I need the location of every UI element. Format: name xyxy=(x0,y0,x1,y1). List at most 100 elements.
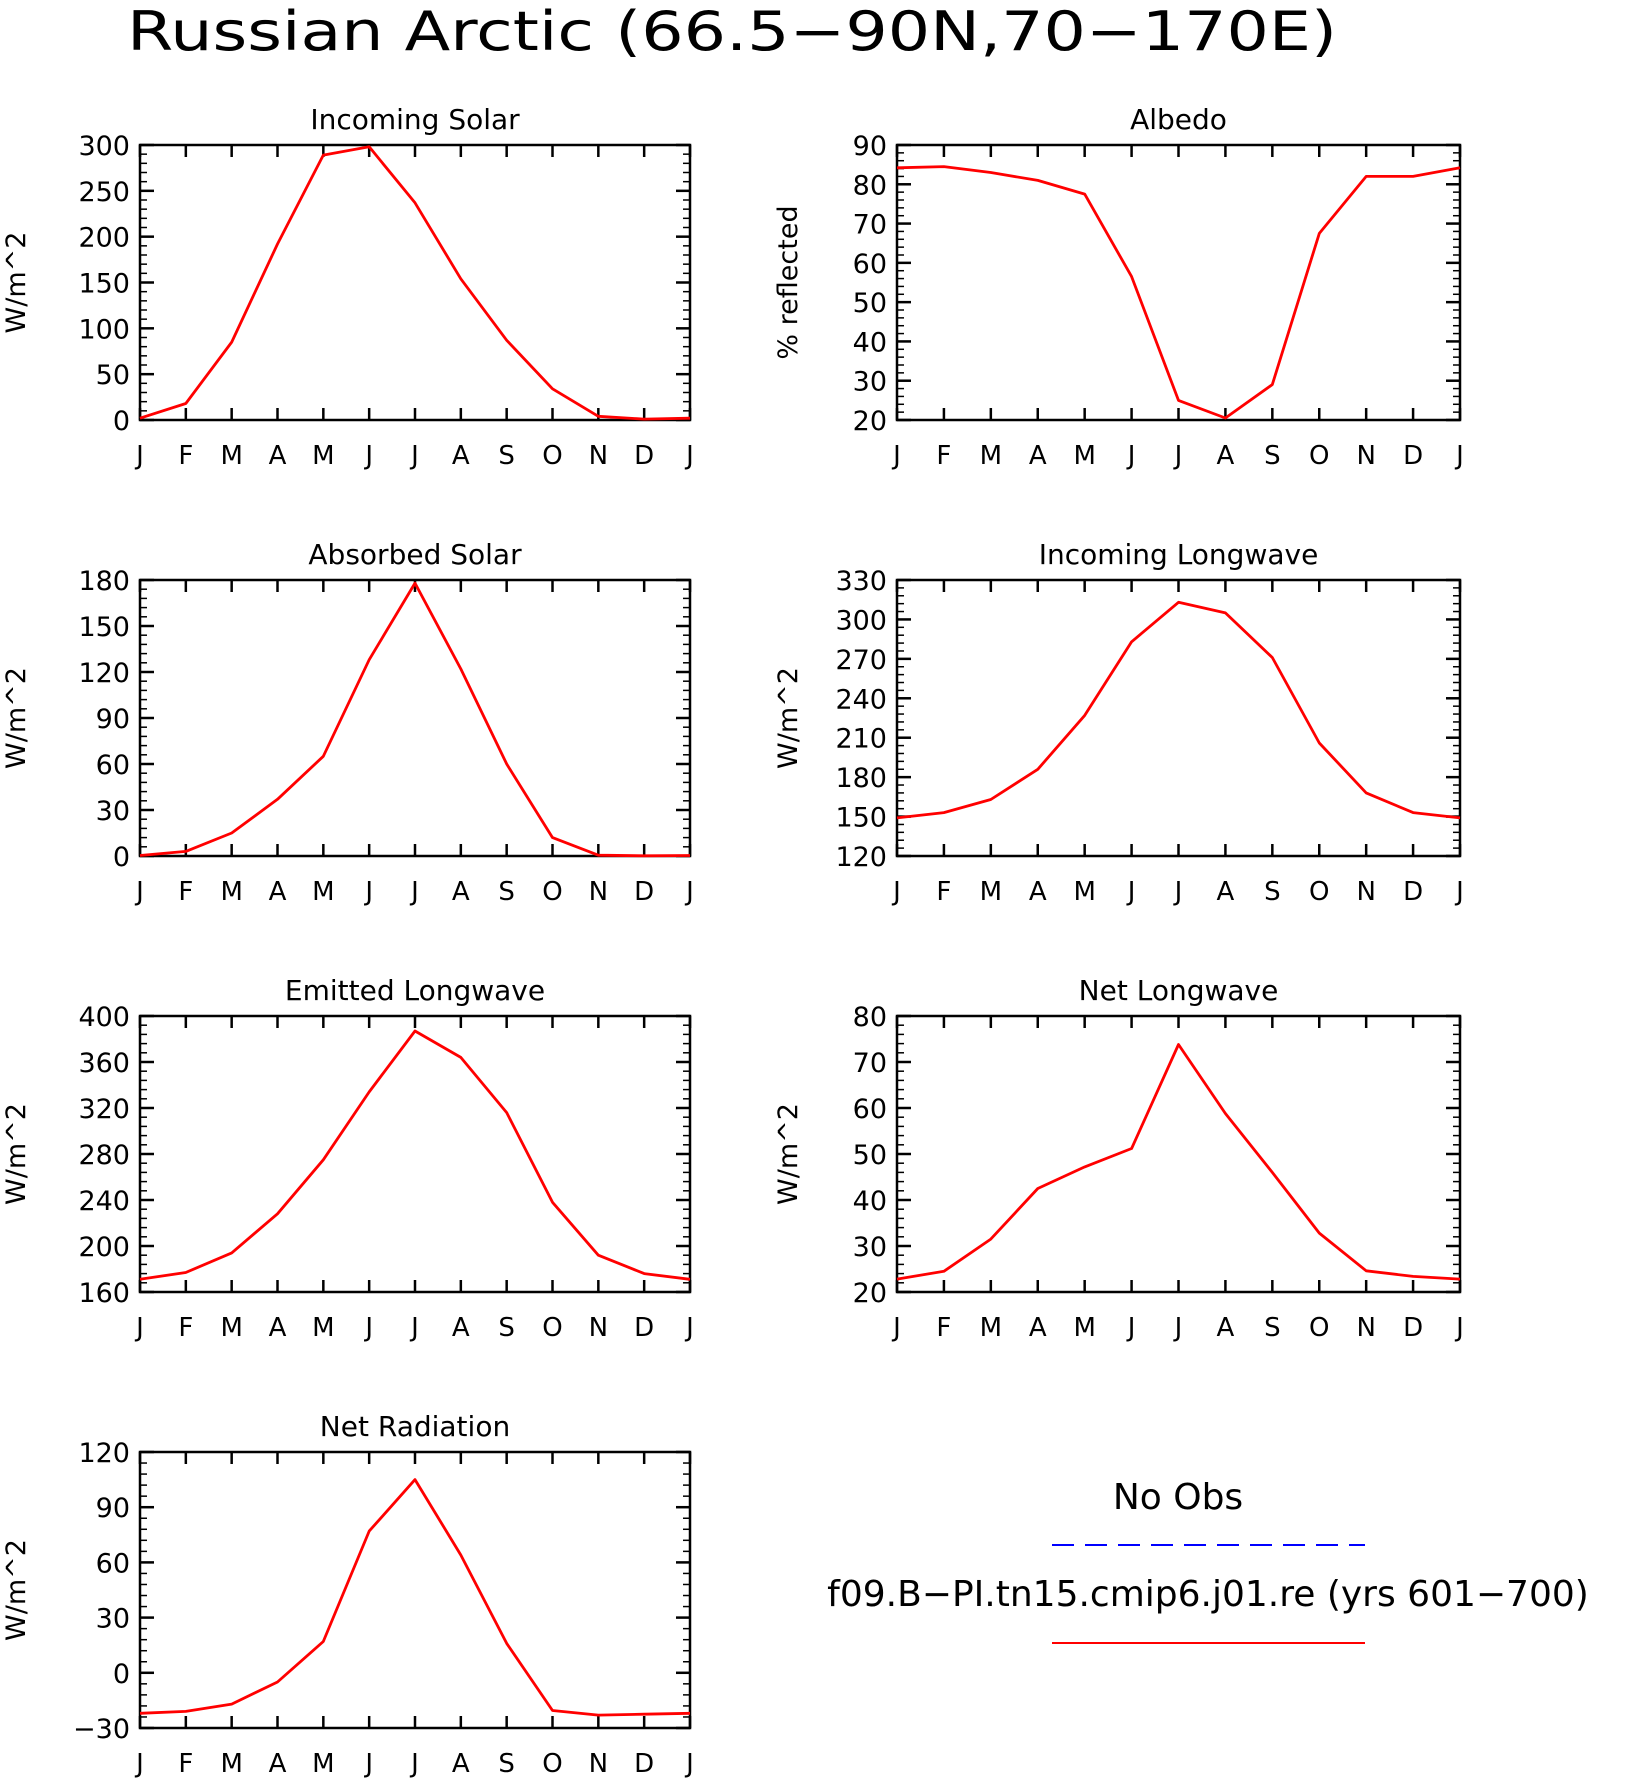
plot-frame xyxy=(895,578,1462,858)
y-tick-label: 30 xyxy=(853,1232,887,1263)
y-axis: 20 30 40 50 60 70 80 xyxy=(853,1002,1460,1309)
x-tick-label: O xyxy=(542,1313,562,1343)
x-tick-label: O xyxy=(1309,441,1329,471)
y-tick-label: 240 xyxy=(78,1186,130,1217)
x-tick-label: F xyxy=(178,877,193,907)
y-tick-label: 160 xyxy=(78,1278,130,1309)
x-tick-label: J xyxy=(1173,441,1183,471)
x-tick-label: A xyxy=(1029,1313,1047,1343)
x-tick-label: J xyxy=(409,441,419,471)
y-tick-label: 20 xyxy=(853,406,887,437)
y-tick-label: 60 xyxy=(96,1548,130,1579)
y-tick-label: 330 xyxy=(835,566,887,597)
x-tick-label: M xyxy=(220,1749,242,1779)
y-tick-label: 20 xyxy=(853,1278,887,1309)
x-tick-label: N xyxy=(1356,441,1375,471)
y-tick-label: 120 xyxy=(78,658,130,689)
x-tick-label: J xyxy=(134,1749,144,1779)
x-tick-label: D xyxy=(634,1749,654,1779)
x-tick-label: J xyxy=(684,1313,694,1343)
y-tick-label: 30 xyxy=(853,367,887,398)
x-tick-label: S xyxy=(1264,877,1281,907)
panel-5: J F M A M J J A S O N D J160200240280320360400W/m^2E… xyxy=(1,974,694,1343)
x-tick-label: F xyxy=(178,1749,193,1779)
y-tick-label: 90 xyxy=(853,131,887,162)
y-tick-label: 90 xyxy=(96,704,130,735)
y-tick-label: 80 xyxy=(853,1002,887,1033)
y-tick-label: 300 xyxy=(835,605,887,636)
x-tick-label: M xyxy=(980,1313,1002,1343)
x-tick-label: S xyxy=(498,441,515,471)
y-tick-label: 60 xyxy=(853,1094,887,1125)
y-axis: 20 30 40 50 60 70 80 90 xyxy=(853,131,1460,437)
y-axis-label: W/m^2 xyxy=(773,667,804,769)
x-tick-label: O xyxy=(542,877,562,907)
x-tick-label: J xyxy=(1126,877,1136,907)
x-tick-label: O xyxy=(1309,1313,1329,1343)
y-tick-label: 50 xyxy=(853,288,887,319)
y-tick-label: 60 xyxy=(853,249,887,280)
y-tick-label: 400 xyxy=(78,1002,130,1033)
panel-title: Emitted Longwave xyxy=(285,974,545,1007)
x-tick-label: J xyxy=(134,877,144,907)
y-tick-label: 90 xyxy=(96,1493,130,1524)
x-tick-label: S xyxy=(1264,1313,1281,1343)
y-tick-label: 250 xyxy=(78,177,130,208)
x-tick-label: O xyxy=(542,441,562,471)
y-axis: −30 0 30 60 90 120 xyxy=(73,1438,690,1745)
x-tick-label: D xyxy=(634,441,654,471)
series-line xyxy=(896,600,1461,820)
series-line xyxy=(139,145,691,421)
y-tick-label: 180 xyxy=(835,763,887,794)
y-tick-label: 40 xyxy=(853,1186,887,1217)
x-tick-label: O xyxy=(1309,877,1329,907)
legend-model-label: f09.B−PI.tn15.cmip6.j01.re (yrs 601−700) xyxy=(827,1574,1589,1615)
panel-title: Absorbed Solar xyxy=(308,538,522,571)
x-tick-label: J xyxy=(1454,877,1464,907)
x-tick-label: M xyxy=(1073,441,1095,471)
y-tick-label: 280 xyxy=(78,1140,130,1171)
x-tick-label: M xyxy=(1073,1313,1095,1343)
x-tick-label: M xyxy=(980,441,1002,471)
y-tick-label: 0 xyxy=(113,406,130,437)
y-tick-label: 40 xyxy=(853,327,887,358)
x-tick-label: A xyxy=(269,1749,287,1779)
x-tick-label: J xyxy=(891,1313,901,1343)
panel-title: Albedo xyxy=(1130,103,1227,136)
x-tick-label: J xyxy=(409,1749,419,1779)
y-tick-label: 30 xyxy=(96,796,130,827)
x-tick-label: M xyxy=(220,877,242,907)
x-tick-label: N xyxy=(589,1749,608,1779)
x-tick-label: O xyxy=(542,1749,562,1779)
x-tick-label: A xyxy=(1029,877,1047,907)
x-tick-label: J xyxy=(363,877,373,907)
y-axis-label: W/m^2 xyxy=(1,667,32,769)
y-tick-label: 150 xyxy=(835,803,887,834)
plot-frame xyxy=(895,143,1462,422)
panel-title: Net Radiation xyxy=(320,1410,510,1443)
y-axis-label: W/m^2 xyxy=(773,1103,804,1205)
y-tick-label: 180 xyxy=(78,566,130,597)
x-tick-label: D xyxy=(634,1313,654,1343)
x-tick-label: A xyxy=(452,441,470,471)
x-tick-label: F xyxy=(936,1313,951,1343)
plot-frame xyxy=(895,1014,1462,1294)
x-tick-label: J xyxy=(134,441,144,471)
x-tick-label: J xyxy=(363,441,373,471)
y-tick-label: 300 xyxy=(78,131,130,162)
x-tick-label: A xyxy=(452,1313,470,1343)
x-tick-label: M xyxy=(1073,877,1095,907)
x-tick-label: M xyxy=(980,877,1002,907)
y-tick-label: 80 xyxy=(853,170,887,201)
y-axis: 160 200 240 280 320 360 400 xyxy=(78,1002,690,1309)
x-tick-label: J xyxy=(409,1313,419,1343)
y-tick-label: 50 xyxy=(853,1140,887,1171)
legend: No Obs f09.B−PI.tn15.cmip6.j01.re (yrs 6… xyxy=(827,1477,1589,1644)
y-tick-label: 50 xyxy=(96,360,130,391)
